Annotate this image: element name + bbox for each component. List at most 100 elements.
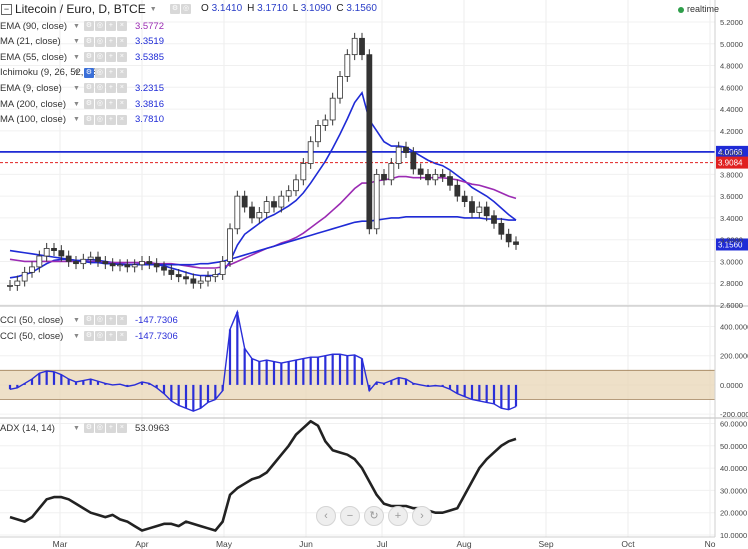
collapse-icon[interactable]: − <box>1 3 12 15</box>
close-icon[interactable]: × <box>116 423 127 433</box>
zoom-out-icon[interactable]: − <box>340 506 360 526</box>
chevron-down-icon[interactable]: ▼ <box>149 5 157 13</box>
close-icon[interactable]: × <box>116 83 127 94</box>
settings-icon[interactable]: ⚙ <box>83 83 94 94</box>
add-icon[interactable]: + <box>105 114 116 125</box>
adx-tick-label: 50.0000 <box>720 442 747 451</box>
adx-tick-label: 30.0000 <box>720 486 747 495</box>
hide-icon[interactable]: ◎ <box>94 331 105 341</box>
chevron-down-icon[interactable]: ▼ <box>73 69 80 77</box>
chevron-down-icon[interactable]: ▼ <box>73 424 80 432</box>
candle-body <box>102 261 109 265</box>
indicator-name[interactable]: MA (100, close) <box>0 114 66 126</box>
settings-icon[interactable]: ⚙ <box>83 315 94 325</box>
add-icon[interactable]: + <box>105 67 116 78</box>
close-icon[interactable]: × <box>116 67 127 78</box>
close-icon[interactable]: × <box>116 315 127 325</box>
indicator-value: -147.7306 <box>134 330 178 342</box>
add-icon[interactable]: + <box>105 315 116 325</box>
hide-icon[interactable]: ◎ <box>94 83 105 94</box>
scroll-left-icon[interactable]: ‹ <box>316 506 336 526</box>
add-icon[interactable]: + <box>105 423 116 433</box>
add-icon[interactable]: + <box>105 83 116 94</box>
hide-icon[interactable]: ◎ <box>181 3 191 14</box>
x-tick-label: Aug <box>456 539 471 549</box>
candle-body <box>432 173 439 181</box>
indicator-name[interactable]: Ichimoku (9, 26, 52, 26) <box>0 67 100 79</box>
close-icon[interactable]: × <box>116 36 127 47</box>
add-icon[interactable]: + <box>105 52 116 63</box>
chevron-down-icon[interactable]: ▼ <box>73 38 80 46</box>
chevron-down-icon[interactable]: ▼ <box>73 332 80 340</box>
indicator-name[interactable]: MA (200, close) <box>0 98 66 110</box>
reset-icon[interactable]: ↻ <box>364 506 384 526</box>
candle-body <box>65 255 72 262</box>
settings-icon[interactable]: ⚙ <box>170 3 180 14</box>
settings-icon[interactable]: ⚙ <box>83 331 94 341</box>
candle-body <box>447 176 453 186</box>
settings-icon[interactable]: ⚙ <box>83 67 94 78</box>
settings-icon[interactable]: ⚙ <box>83 36 94 47</box>
scroll-right-icon[interactable]: › <box>412 506 432 526</box>
indicator-name[interactable]: EMA (9, close) <box>0 82 62 94</box>
close-icon[interactable]: × <box>116 331 127 341</box>
hide-icon[interactable]: ◎ <box>94 52 105 63</box>
price-level-tag-label: 4.0068 <box>718 148 743 157</box>
indicator-row[interactable]: ADX (14, 14) ▼ ⚙ ◎ + × 53.0963 <box>0 421 169 435</box>
indicator-row[interactable]: EMA (9, close) ▼ ⚙ ◎ + × 3.2315 <box>0 81 164 95</box>
indicator-name[interactable]: ADX (14, 14) <box>0 422 55 434</box>
indicator-row[interactable]: CCI (50, close) ▼ ⚙ ◎ + × -147.7306 <box>0 329 178 343</box>
hide-icon[interactable]: ◎ <box>94 114 105 125</box>
chevron-down-icon[interactable]: ▼ <box>73 84 80 92</box>
hide-icon[interactable]: ◎ <box>94 67 105 78</box>
settings-icon[interactable]: ⚙ <box>83 423 94 433</box>
chevron-down-icon[interactable]: ▼ <box>73 22 80 30</box>
close-icon[interactable]: × <box>116 52 127 63</box>
hide-icon[interactable]: ◎ <box>94 21 105 31</box>
hide-icon[interactable]: ◎ <box>94 36 105 47</box>
indicator-name[interactable]: MA (21, close) <box>0 36 61 48</box>
add-icon[interactable]: + <box>105 331 116 341</box>
indicator-row[interactable]: EMA (90, close) ▼ ⚙ ◎ + × 3.5772 <box>0 19 164 33</box>
symbol-buttons[interactable]: ⚙ ◎ <box>170 3 191 14</box>
settings-icon[interactable]: ⚙ <box>83 99 94 109</box>
settings-icon[interactable]: ⚙ <box>83 21 94 31</box>
chevron-down-icon[interactable]: ▼ <box>73 116 80 124</box>
chevron-down-icon[interactable]: ▼ <box>73 53 80 61</box>
close-icon[interactable]: × <box>116 114 127 125</box>
candle-body <box>417 168 424 175</box>
indicator-row[interactable]: MA (21, close) ▼ ⚙ ◎ + × 3.3519 <box>0 35 164 49</box>
candle-body <box>366 54 373 230</box>
close-icon[interactable]: × <box>116 99 127 109</box>
price-tick-label: 4.2000 <box>720 127 743 136</box>
candle-body <box>29 266 35 273</box>
hide-icon[interactable]: ◎ <box>94 423 105 433</box>
indicator-name[interactable]: EMA (90, close) <box>0 20 68 32</box>
chart-title[interactable]: Litecoin / Euro, D, BTCE <box>15 2 146 16</box>
candle-body <box>278 195 285 208</box>
indicator-name[interactable]: CCI (50, close) <box>0 330 64 342</box>
ohlc-o: O 3.1410 <box>201 3 244 14</box>
indicator-row[interactable]: CCI (50, close) ▼ ⚙ ◎ + × -147.7306 <box>0 313 178 327</box>
price-tick-label: 3.6000 <box>720 192 743 201</box>
add-icon[interactable]: + <box>105 21 116 31</box>
candle-body <box>124 264 131 268</box>
ma-line <box>9 175 517 269</box>
close-icon[interactable]: × <box>116 21 127 31</box>
settings-icon[interactable]: ⚙ <box>83 52 94 63</box>
chevron-down-icon[interactable]: ▼ <box>73 100 80 108</box>
add-icon[interactable]: + <box>105 99 116 109</box>
indicator-name[interactable]: CCI (50, close) <box>0 314 64 326</box>
indicator-row[interactable]: MA (100, close) ▼ ⚙ ◎ + × 3.7810 <box>0 113 164 127</box>
indicator-name[interactable]: EMA (55, close) <box>0 51 68 63</box>
hide-icon[interactable]: ◎ <box>94 315 105 325</box>
indicator-row[interactable]: Ichimoku (9, 26, 52, 26) ▼ ⚙ ◎ + × <box>0 66 135 80</box>
indicator-row[interactable]: MA (200, close) ▼ ⚙ ◎ + × 3.3816 <box>0 97 164 111</box>
chevron-down-icon[interactable]: ▼ <box>73 316 80 324</box>
zoom-in-icon[interactable]: + <box>388 506 408 526</box>
add-icon[interactable]: + <box>105 36 116 47</box>
settings-icon[interactable]: ⚙ <box>83 114 94 125</box>
hide-icon[interactable]: ◎ <box>94 99 105 109</box>
indicator-row[interactable]: EMA (55, close) ▼ ⚙ ◎ + × 3.5385 <box>0 50 164 64</box>
